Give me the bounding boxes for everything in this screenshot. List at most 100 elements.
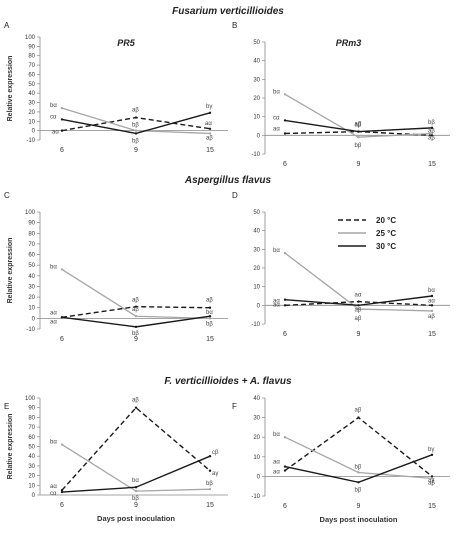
data-point-a-1-0 [60,106,64,110]
y-tick-label-c-20: 20 [28,295,35,301]
x-tick-label-b-6: 6 [283,161,287,168]
data-point-e-0-2 [208,469,212,472]
x-tick-label-f-9: 9 [357,503,361,510]
data-point-d-1-0 [283,251,287,255]
x-tick-label-c-6: 6 [60,336,64,343]
y-axis-label-c: Relative expression [7,238,14,304]
y-tick-label-a-50: 50 [28,82,35,88]
data-label-a-2-2: bγ [206,104,212,110]
data-label-f-0-1: aβ [355,408,362,414]
data-point-a-0-1 [134,116,138,119]
data-point-a-2-2 [208,111,212,115]
y-tick-label-e-90: 90 [28,406,35,412]
data-label-b-2-2: bβ [428,120,435,126]
data-label-a-0-2: aα [205,121,212,127]
data-label-e-2-0: cα [50,491,57,497]
data-point-c-0-2 [208,306,212,309]
data-label-b-1-2: aβ [428,135,435,141]
y-tick-label-b-0: 0 [257,133,261,139]
y-tick-label-c-40: 40 [28,274,35,280]
data-point-e-2-1 [134,486,138,489]
data-point-c-2-1 [134,325,138,329]
y-tick-label-c-90: 90 [28,221,35,227]
data-point-d-0-2 [430,304,434,307]
data-point-e-1-1 [134,489,138,493]
y-tick-label-c-100: 100 [25,210,36,216]
panel-letter-d: D [232,191,238,200]
data-label-e-1-0: bα [50,440,57,446]
y-tick-label-e-60: 60 [28,435,35,441]
data-point-d-1-2 [430,309,434,313]
y-tick-label-e-10: 10 [28,483,35,489]
x-tick-label-f-6: 6 [283,503,287,510]
x-tick-label-a-6: 6 [60,147,64,154]
data-point-f-2-2 [430,453,434,457]
data-point-d-0-0 [283,304,287,307]
panel-c: C -10 0 10 20 30 40 50 60 70 80 90 100 6 9 15 Relative e… [4,191,228,343]
x-axis-label-e: Days post inoculation [97,514,175,523]
y-tick-label-d--10: -10 [251,322,260,328]
data-point-b-0-2 [430,134,434,137]
y-tick-label-d-50: 50 [253,210,260,216]
data-point-a-2-1 [134,132,138,135]
data-label-e-0-1: aβ [132,398,139,404]
legend-label-20c: 20 °C [376,216,396,225]
x-tick-label-a-9: 9 [134,147,138,154]
data-point-d-2-1 [357,304,360,307]
data-point-d-1-1 [357,307,360,311]
y-tick-label-e-50: 50 [28,445,35,451]
data-label-f-0-2: aγ [428,477,434,483]
y-tick-label-e-70: 70 [28,425,35,431]
panel-title-b: PRm3 [336,38,362,48]
data-point-c-2-2 [208,315,212,318]
x-tick-label-b-9: 9 [357,161,361,168]
y-tick-label-e-20: 20 [28,474,35,480]
data-point-a-1-1 [134,129,138,132]
data-label-c-1-1: aβ [132,307,139,313]
y-tick-label-e-80: 80 [28,415,35,421]
data-label-d-1-0: bα [273,248,280,254]
data-label-e-2-1: bα [132,478,139,484]
data-label-c-2-0: aα [50,319,57,325]
y-tick-label-f-10: 10 [253,455,260,461]
data-point-c-2-0 [60,316,64,319]
data-point-e-2-0 [60,490,64,494]
data-point-e-1-2 [208,487,212,491]
data-label-f-1-2: aβ [428,480,435,486]
y-tick-label-c--10: -10 [26,327,35,333]
data-label-f-1-0: bα [273,432,280,438]
data-label-d-2-0: aα [273,303,280,309]
data-label-d-2-1: aβ [355,307,362,313]
y-tick-label-c-80: 80 [28,231,35,237]
section-title-aspergillus: Aspergillus flavus [184,175,272,186]
y-tick-label-a-30: 30 [28,101,35,107]
y-tick-label-d-10: 10 [253,285,260,291]
data-label-d-2-2: bα [428,288,435,294]
x-tick-label-d-6: 6 [283,331,287,338]
y-tick-label-f-30: 30 [253,416,260,422]
y-tick-label-b-20: 20 [253,96,260,102]
data-label-a-0-1: aβ [132,108,139,114]
data-point-b-0-0 [283,132,287,135]
data-point-f-2-1 [357,481,360,484]
x-tick-label-c-9: 9 [134,336,138,343]
y-tick-label-f-0: 0 [257,474,261,480]
y-tick-label-e-0: 0 [32,493,36,499]
data-point-a-1-2 [208,132,212,135]
data-label-a-1-1: bβ [132,123,139,129]
y-tick-label-a-20: 20 [28,110,35,116]
y-tick-label-b-30: 30 [253,77,260,83]
data-label-c-2-2: bα [206,310,213,316]
y-tick-label-d-0: 0 [257,303,261,309]
y-tick-label-c-60: 60 [28,253,35,259]
data-point-d-2-2 [430,294,434,298]
data-label-c-1-2: bβ [206,321,213,327]
panel-letter-e: E [4,402,9,411]
panel-letter-c: C [4,191,10,200]
data-label-d-0-1: aα [355,293,362,299]
data-point-b-1-1 [357,136,360,139]
panel-title-a: PR5 [117,38,136,48]
data-point-e-0-1 [134,406,138,409]
